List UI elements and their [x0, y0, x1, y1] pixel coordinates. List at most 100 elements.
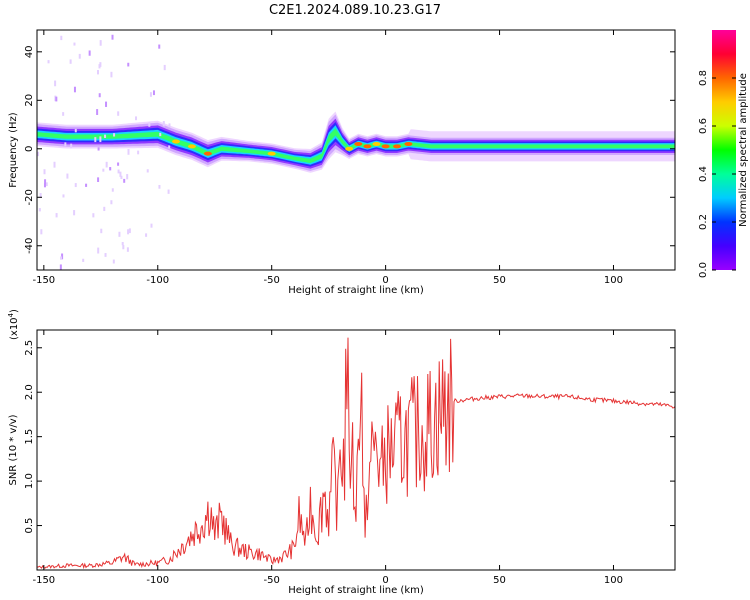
- heatmap-speckle: [60, 35, 63, 41]
- colorbar-label: Normalized spectral amplitude: [738, 73, 749, 227]
- heatmap-peak: [345, 146, 354, 151]
- heatmap-speckle: [105, 161, 108, 168]
- heatmap-speckle: [55, 96, 58, 102]
- x-tick-label: 0: [382, 275, 388, 286]
- snr-frame: [36, 329, 676, 571]
- heatmap-peak: [363, 144, 372, 149]
- snr-scale-label: (x104): [7, 309, 20, 340]
- heatmap-speckle: [104, 253, 107, 257]
- heatmap-speckle: [128, 228, 131, 234]
- spectrogram-y-label: Frequency (Hz): [8, 112, 19, 188]
- heatmap-speckle: [148, 122, 151, 127]
- heatmap-speckle: [123, 178, 126, 183]
- heatmap-peak: [393, 144, 402, 149]
- heatmap-speckle: [110, 200, 113, 205]
- heatmap-speckle: [110, 71, 113, 78]
- heatmap-speckle: [96, 70, 99, 75]
- heatmap-speckle: [66, 173, 69, 179]
- heatmap-speckle: [152, 90, 155, 96]
- heatmap-speckle: [61, 253, 64, 260]
- heatmap-speckle: [98, 93, 101, 98]
- snr-x-label: Height of straight line (km): [288, 585, 424, 596]
- heatmap-speckle: [73, 86, 76, 93]
- heatmap-speckle: [92, 213, 95, 218]
- heatmap-speckle: [40, 229, 43, 235]
- heatmap-speckle: [105, 101, 108, 107]
- heatmap-peak: [203, 151, 212, 156]
- heatmap-speckle: [85, 183, 88, 187]
- heatmap-speckle: [135, 116, 138, 121]
- x-tick-label: -150: [32, 275, 55, 286]
- heatmap-speckle: [55, 213, 58, 218]
- heatmap-peak: [372, 141, 381, 146]
- heatmap-speckle: [82, 258, 85, 262]
- heatmap-speckle: [43, 183, 46, 188]
- heatmap-speckle: [120, 175, 123, 179]
- heatmap-speckle: [111, 188, 114, 192]
- heatmap-speckle: [118, 231, 121, 237]
- heatmap-peak: [187, 144, 196, 149]
- heatmap-speckle: [102, 168, 105, 172]
- y-tick-label: 40: [24, 45, 35, 58]
- heatmap-speckle: [60, 256, 63, 260]
- heatmap-speckle: [98, 64, 101, 69]
- snr-scale-prefix: (x10: [9, 317, 20, 340]
- heatmap-speckle: [96, 109, 99, 115]
- heatmap-speckle: [74, 183, 77, 188]
- heatmap-speckle: [59, 264, 62, 270]
- heatmap-speckle: [99, 136, 102, 143]
- heatmap-speckle: [94, 137, 97, 143]
- heatmap-speckle: [97, 177, 100, 182]
- heatmap-speckle: [45, 182, 48, 187]
- heatmap-speckle: [43, 169, 46, 175]
- heatmap-speckle: [47, 60, 50, 64]
- x-tick-label: 50: [493, 275, 506, 286]
- heatmap-speckle: [146, 169, 149, 173]
- heatmap-speckle: [126, 174, 129, 180]
- heatmap-peak: [267, 151, 276, 156]
- snr-series-line: [37, 337, 675, 570]
- heatmap-speckle: [62, 112, 65, 116]
- heatmap-speckle: [127, 229, 130, 235]
- heatmap-speckle: [100, 228, 103, 234]
- y-tick-label: 2.0: [24, 384, 35, 400]
- heatmap-speckle: [54, 80, 57, 87]
- x-tick-label: 100: [604, 575, 623, 586]
- x-tick-label: -100: [146, 275, 169, 286]
- heatmap-peak: [354, 141, 363, 146]
- heatmap-speckle: [73, 210, 76, 216]
- heatmap-speckle: [53, 161, 56, 168]
- heatmap-speckle: [163, 64, 166, 71]
- chart-title: C2E1.2024.089.10.23.G17: [269, 3, 441, 18]
- heatmap-speckle: [167, 189, 170, 194]
- heatmap-speckle: [122, 245, 125, 250]
- heatmap-speckle: [158, 44, 161, 49]
- snr-plot-area: [37, 330, 675, 570]
- x-tick-label: -100: [146, 575, 169, 586]
- spectrogram-heatmap: [37, 34, 675, 270]
- heatmap-speckle: [119, 171, 122, 177]
- y-tick-label: 1.5: [24, 429, 35, 445]
- spectrogram-panel: -150 -100 -50 0 50 100 -40 -20 0 20 40 Height of s…: [8, 29, 676, 296]
- heatmap-speckle: [104, 134, 107, 138]
- heatmap-speckle: [78, 53, 81, 59]
- colorbar-ticks: 0.0 0.2 0.4 0.6 0.8: [698, 70, 736, 278]
- snr-axes: -150 -100 -50 0 50 100 0.5 1.0 1.5 2.0 2.5: [24, 330, 675, 586]
- x-tick-label: 0: [382, 575, 388, 586]
- heatmap-speckle: [112, 259, 115, 264]
- heatmap-speckle: [69, 59, 72, 64]
- colorbar-tick-label: 0.0: [698, 262, 709, 278]
- heatmap-speckle: [39, 193, 42, 198]
- heatmap-speckle: [127, 62, 130, 67]
- colorbar-tick-label: 0.2: [698, 214, 709, 230]
- colorbar: 0.0 0.2 0.4 0.6 0.8 Normalized spectral ampl…: [698, 30, 749, 278]
- heatmap-speckle: [127, 149, 130, 155]
- heatmap-speckle: [137, 150, 140, 155]
- x-tick-label: -150: [32, 575, 55, 586]
- heatmap-speckle: [97, 247, 100, 254]
- heatmap-speckle: [113, 133, 116, 137]
- heatmap-speckle: [168, 123, 171, 128]
- heatmap-speckle: [73, 42, 76, 46]
- y-tick-label: 0.5: [24, 518, 35, 534]
